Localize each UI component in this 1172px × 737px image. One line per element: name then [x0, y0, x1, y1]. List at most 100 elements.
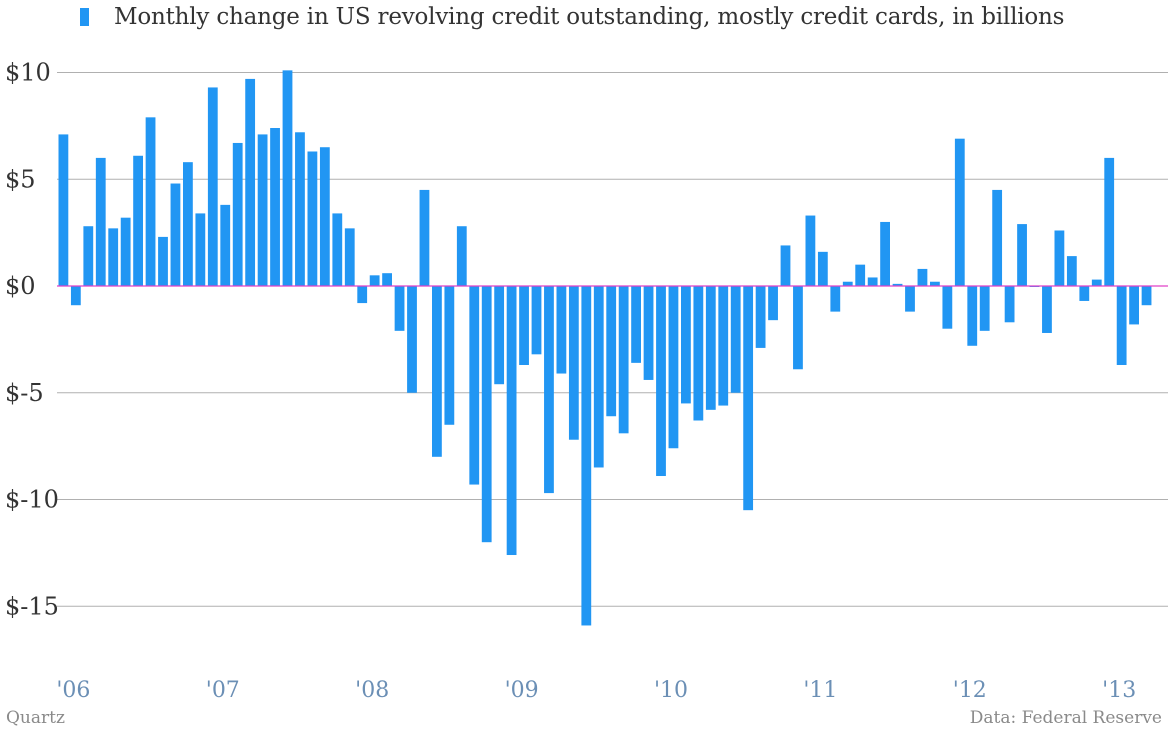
- bar: [407, 286, 417, 393]
- x-tick-label: '08: [355, 678, 389, 703]
- x-tick-label: '06: [56, 678, 90, 703]
- bar: [469, 286, 480, 485]
- x-tick-label: '13: [1102, 678, 1136, 703]
- bar: [544, 286, 554, 494]
- legend: Monthly change in US revolving credit ou…: [80, 4, 1064, 30]
- bar: [95, 157, 106, 286]
- bar: [481, 286, 492, 543]
- bar: [793, 286, 803, 370]
- bar: [880, 221, 890, 286]
- x-tick-label: '09: [505, 678, 539, 703]
- bar: [158, 236, 168, 286]
- bar: [817, 251, 828, 286]
- bar: [207, 87, 218, 286]
- legend-swatch: [80, 8, 89, 26]
- bar: [257, 134, 268, 286]
- legend-label: Monthly change in US revolving credit ou…: [114, 4, 1065, 30]
- bar: [668, 286, 679, 449]
- bar: [643, 286, 654, 380]
- bar: [842, 281, 853, 286]
- bar: [494, 286, 505, 385]
- bar: [332, 213, 343, 286]
- bar: [195, 213, 206, 286]
- bar: [1141, 286, 1152, 306]
- bar: [307, 151, 318, 286]
- bar: [581, 286, 592, 626]
- bar: [432, 286, 442, 457]
- x-tick-label: '12: [953, 678, 987, 703]
- bar: [295, 132, 305, 286]
- bar: [394, 286, 405, 331]
- bar: [606, 286, 617, 417]
- bar: [631, 286, 641, 363]
- bar: [270, 128, 280, 286]
- bar: [768, 286, 778, 321]
- bar: [1017, 224, 1027, 286]
- y-axis-ticks: $10 $5 $0 $-5 $-10 $-15: [5, 59, 59, 621]
- bar: [145, 117, 156, 287]
- bar: [693, 286, 704, 421]
- bar: [1054, 230, 1065, 286]
- x-tick-label: '11: [803, 678, 837, 703]
- footer-brand: Quartz: [6, 708, 65, 728]
- bar: [419, 189, 430, 286]
- bar: [344, 228, 355, 286]
- y-tick-label: $10: [5, 59, 51, 87]
- y-tick-label: $-15: [5, 592, 59, 620]
- bar: [755, 286, 766, 348]
- bar: [593, 286, 604, 468]
- x-tick-label: '07: [206, 678, 240, 703]
- bar: [120, 217, 131, 286]
- bar: [805, 215, 816, 286]
- bar: [70, 286, 81, 306]
- bar: [232, 142, 243, 286]
- x-axis-ticks: '06 '07 '08 '09 '10 '11 '12 '13: [56, 678, 1136, 703]
- bars: [58, 70, 1152, 626]
- bar: [245, 78, 256, 286]
- bar: [357, 286, 368, 304]
- y-tick-label: $0: [5, 272, 36, 300]
- bar: [892, 283, 903, 286]
- bar: [954, 138, 965, 286]
- bar: [108, 228, 119, 286]
- y-tick-label: $-5: [5, 379, 44, 407]
- bar: [83, 226, 94, 286]
- bar: [855, 264, 866, 286]
- bar: [133, 155, 143, 286]
- bar: [220, 204, 231, 286]
- bar: [506, 286, 517, 556]
- bar: [1104, 157, 1115, 286]
- bar: [967, 286, 978, 346]
- bar: [568, 286, 579, 440]
- bar: [830, 286, 841, 312]
- bar: [705, 286, 716, 410]
- bar: [519, 286, 529, 365]
- bar: [382, 273, 392, 286]
- bar: [556, 286, 567, 374]
- bar: [730, 286, 741, 393]
- bar: [1066, 256, 1077, 286]
- bar: [905, 286, 915, 312]
- bar: [531, 286, 542, 355]
- bar: [369, 275, 380, 286]
- y-tick-label: $-10: [5, 486, 59, 514]
- bar: [780, 245, 791, 286]
- bar: [1079, 286, 1090, 301]
- bar: [183, 162, 193, 286]
- bar: [718, 286, 729, 406]
- footer-source: Data: Federal Reserve: [969, 708, 1162, 728]
- y-tick-label: $5: [5, 165, 36, 193]
- bar: [618, 286, 629, 434]
- bar: [319, 147, 330, 286]
- bar: [979, 286, 990, 331]
- bar: [942, 286, 953, 329]
- bar: [456, 226, 467, 286]
- bar: [930, 281, 940, 286]
- bar: [170, 183, 181, 286]
- bar: [992, 189, 1003, 286]
- bar: [444, 286, 455, 425]
- bar: [58, 134, 69, 286]
- bar: [1116, 286, 1127, 365]
- bar: [917, 268, 928, 286]
